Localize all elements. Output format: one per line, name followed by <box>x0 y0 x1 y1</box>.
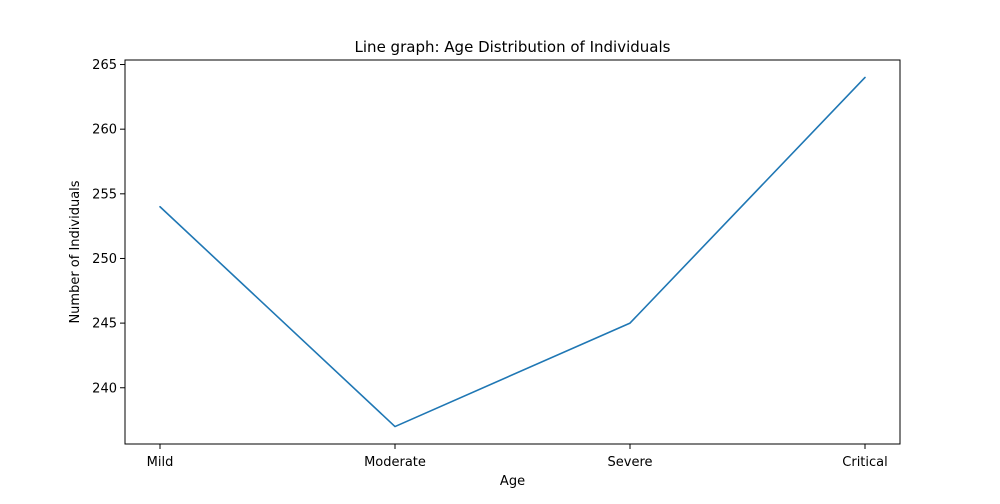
x-tick-label: Mild <box>147 455 174 470</box>
y-tick-label: 265 <box>92 58 117 73</box>
x-tick-label: Moderate <box>364 455 426 470</box>
x-tick-label: Severe <box>608 455 653 470</box>
y-tick-label: 240 <box>92 381 117 396</box>
y-tick-label: 245 <box>92 317 117 332</box>
series-line <box>159 76 866 428</box>
chart-title: Line graph: Age Distribution of Individu… <box>355 38 671 56</box>
y-axis-label: Number of Individuals <box>68 180 83 323</box>
y-tick-label: 260 <box>92 123 117 138</box>
y-tick-label: 255 <box>92 187 117 202</box>
x-axis-label: Age <box>500 474 525 489</box>
x-axis-ticks: Mild Moderate Severe Critical <box>147 444 888 470</box>
plot-frame <box>124 59 901 445</box>
x-tick-label: Critical <box>842 455 887 470</box>
y-axis-ticks: 240 245 250 255 260 265 <box>92 58 125 396</box>
y-tick-label: 250 <box>92 252 117 267</box>
